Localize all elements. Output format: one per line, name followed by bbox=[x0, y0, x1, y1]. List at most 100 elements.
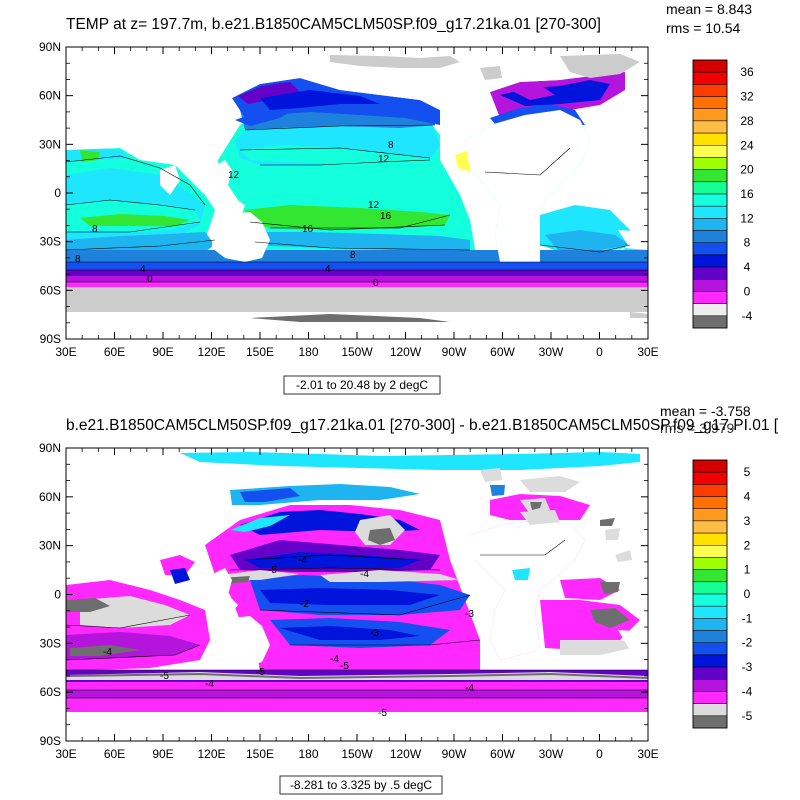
lon-label: 120W bbox=[390, 747, 422, 761]
colorbar-swatch bbox=[692, 71, 728, 85]
southern-ocean-bands bbox=[66, 250, 648, 287]
panel-title: TEMP at z= 197.7m, b.e21.B1850CAM5CLM50S… bbox=[66, 16, 601, 33]
colorbar-label: -4 bbox=[742, 684, 753, 698]
contour-label: -5 bbox=[160, 671, 169, 682]
land-masses bbox=[66, 47, 648, 262]
lon-label: 120E bbox=[197, 345, 225, 359]
contour-label: 0 bbox=[147, 274, 153, 285]
lat-label: 60S bbox=[40, 685, 61, 699]
colorbar-label: 28 bbox=[740, 114, 754, 128]
contour-label: -5 bbox=[340, 661, 349, 672]
colorbar-label: 32 bbox=[740, 90, 754, 104]
lon-axis: 30E 60E 90E 120E 150E 180 150W 120W 90W 60W 30W 0 30… bbox=[55, 47, 659, 359]
lon-label: 60E bbox=[104, 345, 125, 359]
colorbar-swatch bbox=[692, 520, 728, 534]
colorbar-swatch bbox=[692, 654, 728, 668]
land-masses bbox=[66, 448, 648, 741]
colorbar-swatch bbox=[692, 108, 728, 122]
colorbar-label: 5 bbox=[744, 465, 751, 479]
lat-axis: 90N 60N 30N 0 30S 60S 90S bbox=[39, 40, 648, 346]
contour-label: -5 bbox=[378, 708, 387, 719]
contour-label: -3 bbox=[370, 628, 379, 639]
lon-axis: 30E 60E 90E 120E 150E 180 150W 120W 90W 60W 30W 0 30… bbox=[55, 448, 659, 761]
colorbar-swatch bbox=[692, 291, 728, 304]
panel-title: b.e21.B1850CAM5CLM50SP.f09_g17.21ka.01 [… bbox=[66, 417, 779, 434]
colorbar-frame bbox=[692, 59, 728, 329]
colorbar-swatch bbox=[692, 581, 728, 595]
lon-label: 120E bbox=[197, 747, 225, 761]
contour-label: -2 bbox=[300, 599, 309, 610]
north-pacific bbox=[232, 78, 440, 125]
colorbar-swatch bbox=[692, 496, 728, 509]
contour-labels-2: -5 -4 -4 -2 -3 -3 -4 -4 -5 -4 -5 -5 -4 -… bbox=[103, 555, 474, 719]
colorbar-swatch bbox=[692, 242, 728, 256]
lon-label: 150E bbox=[246, 747, 274, 761]
contour-info-box bbox=[283, 375, 441, 395]
lat-label: 30S bbox=[40, 636, 61, 650]
contour-label: 16 bbox=[302, 224, 314, 235]
lon-label: 90E bbox=[152, 345, 173, 359]
lon-label: 120W bbox=[390, 345, 422, 359]
lon-label: 90W bbox=[442, 345, 467, 359]
contour-info: -8.281 to 3.325 by .5 degC bbox=[290, 778, 432, 792]
contour-label: -5 bbox=[256, 667, 265, 678]
lon-label: 0 bbox=[596, 747, 603, 761]
colorbar-swatch bbox=[692, 96, 728, 109]
colorbar-swatch bbox=[692, 169, 728, 183]
stat-mean: mean = -3.758 bbox=[660, 403, 751, 419]
colorbar-swatch bbox=[692, 679, 728, 692]
colorbar-label: -5 bbox=[742, 709, 753, 723]
lon-label: 0 bbox=[596, 345, 603, 359]
colorbar-label: 3 bbox=[744, 514, 751, 528]
lat-label: 90S bbox=[40, 332, 61, 346]
contour-label: -4 bbox=[330, 654, 339, 665]
colorbar-swatch bbox=[692, 484, 728, 497]
arctic-regions bbox=[66, 452, 640, 612]
colorbar-swatch bbox=[692, 630, 728, 643]
lon-label: 180 bbox=[298, 345, 318, 359]
lon-label: 30E bbox=[55, 747, 76, 761]
contour-label: -4 bbox=[103, 647, 112, 658]
contour-label: -4 bbox=[205, 679, 214, 690]
contour-label: 8 bbox=[75, 254, 81, 265]
lon-label: 150W bbox=[341, 345, 373, 359]
colorbar-swatch bbox=[692, 193, 728, 207]
colorbar-swatch bbox=[692, 145, 728, 158]
lat-label: 0 bbox=[54, 588, 61, 602]
colorbar-frame bbox=[692, 459, 728, 729]
contour-lines-2 bbox=[66, 539, 648, 699]
contour-label: -5 bbox=[268, 565, 277, 576]
lat-label: 60S bbox=[40, 283, 61, 297]
colorbar: 5 4 3 2 1 0 -1 -2 -3 -4 -5 bbox=[692, 459, 753, 729]
lat-label: 60N bbox=[39, 490, 61, 504]
colorbar-swatch bbox=[692, 84, 728, 97]
colorbar-swatch bbox=[692, 230, 728, 243]
colorbar-swatch bbox=[692, 132, 728, 146]
colorbar-swatch bbox=[692, 59, 728, 73]
colorbar-swatch bbox=[692, 715, 728, 729]
colorbar-swatch bbox=[692, 618, 728, 631]
contour-label: 8 bbox=[350, 250, 356, 261]
lon-label: 30W bbox=[539, 747, 564, 761]
colorbar-swatch bbox=[692, 557, 728, 570]
stat-mean: mean = 8.843 bbox=[666, 1, 752, 17]
map-plot: -5 -4 -4 -2 -3 -3 -4 -4 -5 -4 -5 -5 -4 -… bbox=[66, 448, 648, 741]
contour-lines-1 bbox=[66, 124, 648, 283]
southern-ocean-bands bbox=[66, 670, 648, 712]
ice-regions bbox=[66, 54, 648, 318]
colorbar-label: 24 bbox=[740, 138, 754, 152]
lon-label: 150E bbox=[246, 345, 274, 359]
panel-temperature: TEMP at z= 197.7m, b.e21.B1850CAM5CLM50S… bbox=[39, 1, 754, 395]
colorbar-swatch bbox=[692, 254, 728, 268]
antarctic-dark bbox=[250, 314, 450, 322]
pacific-contours bbox=[235, 96, 470, 250]
colorbar-swatch bbox=[692, 666, 728, 680]
colorbar-swatch bbox=[692, 593, 728, 607]
colorbar-swatch bbox=[692, 303, 728, 317]
colorbar-swatch bbox=[692, 703, 728, 717]
colorbar-swatch bbox=[692, 157, 728, 170]
colorbar-swatch bbox=[692, 459, 728, 473]
contour-label: -4 bbox=[360, 569, 369, 580]
colorbar-swatch bbox=[692, 569, 728, 583]
